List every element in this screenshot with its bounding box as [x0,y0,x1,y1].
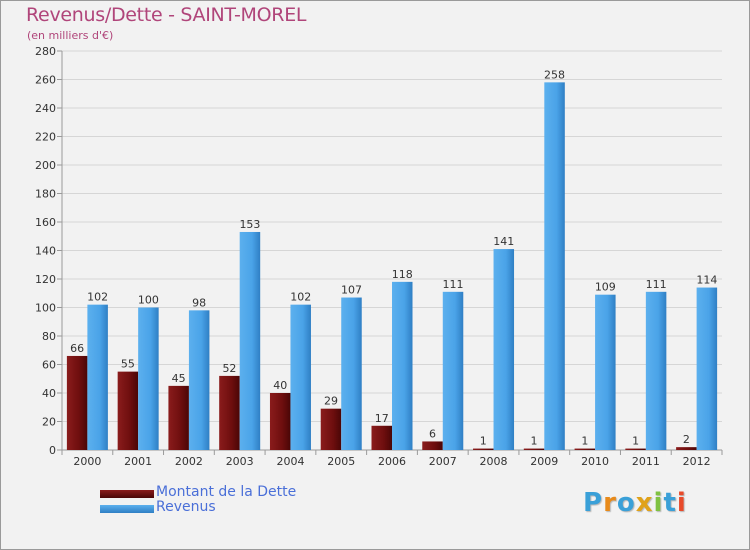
y-tick-label: 80 [42,330,56,343]
data-label-debt: 66 [70,342,84,355]
logo-letter: i [676,488,687,518]
y-tick-label: 140 [35,245,56,258]
y-tick-label: 160 [35,216,56,229]
data-label-revenus: 111 [646,278,667,291]
data-label-debt: 1 [480,435,487,448]
logo-letter: t [663,488,677,518]
bar-debt [66,355,88,450]
bar-debt [523,448,545,450]
y-tick-label: 220 [35,131,56,144]
data-label-revenus: 100 [138,294,159,307]
y-tick-label: 280 [35,45,56,58]
legend-swatch-revenus [100,505,154,513]
data-label-debt: 52 [222,362,236,375]
axis-layer: 0204060801001201401601802002202402602802… [35,45,723,468]
data-label-revenus: 109 [595,281,616,294]
data-label-debt: 6 [429,427,436,440]
y-tick-label: 100 [35,302,56,315]
y-tick-label: 180 [35,188,56,201]
bar-revenus [138,307,159,450]
legend-label-debt: Montant de la Dette [156,484,297,500]
y-tick-label: 60 [42,359,56,372]
bar-revenus [442,291,464,450]
x-tick-label: 2005 [327,455,355,468]
data-label-debt: 29 [324,395,338,408]
y-tick-label: 200 [35,159,56,172]
data-label-revenus: 141 [493,235,514,248]
data-label-debt: 2 [683,433,690,446]
bar-revenus [645,291,667,450]
data-label-revenus: 98 [192,296,206,309]
y-tick-label: 20 [42,416,56,429]
data-label-debt: 40 [273,379,287,392]
y-tick-label: 260 [35,74,56,87]
bar-revenus [341,297,362,450]
bar-revenus [493,249,515,450]
bar-debt [625,448,646,450]
bar-revenus [290,304,311,450]
x-tick-label: 2007 [429,455,457,468]
data-label-debt: 55 [121,358,135,371]
logo-letter: P [583,488,604,518]
bar-debt [676,447,697,450]
x-tick-label: 2008 [480,455,508,468]
bar-debt [269,393,291,450]
data-label-revenus: 118 [392,268,413,281]
bar-debt [422,441,443,450]
x-tick-label: 2012 [683,455,711,468]
bar-debt [473,448,494,450]
bar-revenus [392,281,413,450]
labels-layer: 6610255100459852153401022910717118611111… [70,68,717,447]
x-tick-label: 2000 [73,455,101,468]
bar-debt [168,385,189,450]
x-tick-label: 2001 [124,455,152,468]
y-tick-label: 0 [49,444,56,457]
x-tick-label: 2006 [378,455,406,468]
data-label-revenus: 102 [87,291,108,304]
x-tick-label: 2011 [632,455,660,468]
bars-layer [66,82,718,450]
logo-letter: x [635,488,654,518]
bar-revenus [544,82,565,450]
logo-letter: o [616,488,636,518]
bar-debt [117,371,139,450]
data-label-debt: 1 [531,435,538,448]
data-label-revenus: 258 [544,68,565,81]
bar-revenus [239,231,261,450]
data-label-debt: 45 [172,372,186,385]
data-label-debt: 1 [581,435,588,448]
x-tick-label: 2002 [175,455,203,468]
y-tick-label: 40 [42,387,56,400]
bar-debt [574,448,596,450]
x-tick-label: 2009 [530,455,558,468]
chart-title: Revenus/Dette - SAINT-MOREL [26,4,307,26]
bar-debt [320,408,342,450]
data-label-revenus: 114 [696,274,717,287]
bar-debt [219,375,240,450]
data-label-debt: 17 [375,412,389,425]
legend-swatch-debt [100,490,154,498]
bar-revenus [188,310,210,450]
data-label-revenus: 111 [443,278,464,291]
legend-label-revenus: Revenus [156,499,216,515]
proxiti-logo: Proxiti [583,488,687,518]
x-tick-label: 2010 [581,455,609,468]
bar-revenus [87,304,108,450]
x-tick-label: 2004 [276,455,304,468]
data-label-revenus: 107 [341,284,362,297]
chart-subtitle: (en milliers d'€) [27,29,114,42]
data-label-debt: 1 [632,435,639,448]
bar-debt [371,425,392,450]
bar-revenus [595,294,616,450]
x-tick-label: 2003 [226,455,254,468]
data-label-revenus: 153 [239,218,260,231]
y-tick-label: 120 [35,273,56,286]
data-label-revenus: 102 [290,291,311,304]
logo-letter: i [653,488,664,518]
bar-revenus [696,287,718,450]
y-tick-label: 240 [35,102,56,115]
logo-letter: r [603,488,617,518]
